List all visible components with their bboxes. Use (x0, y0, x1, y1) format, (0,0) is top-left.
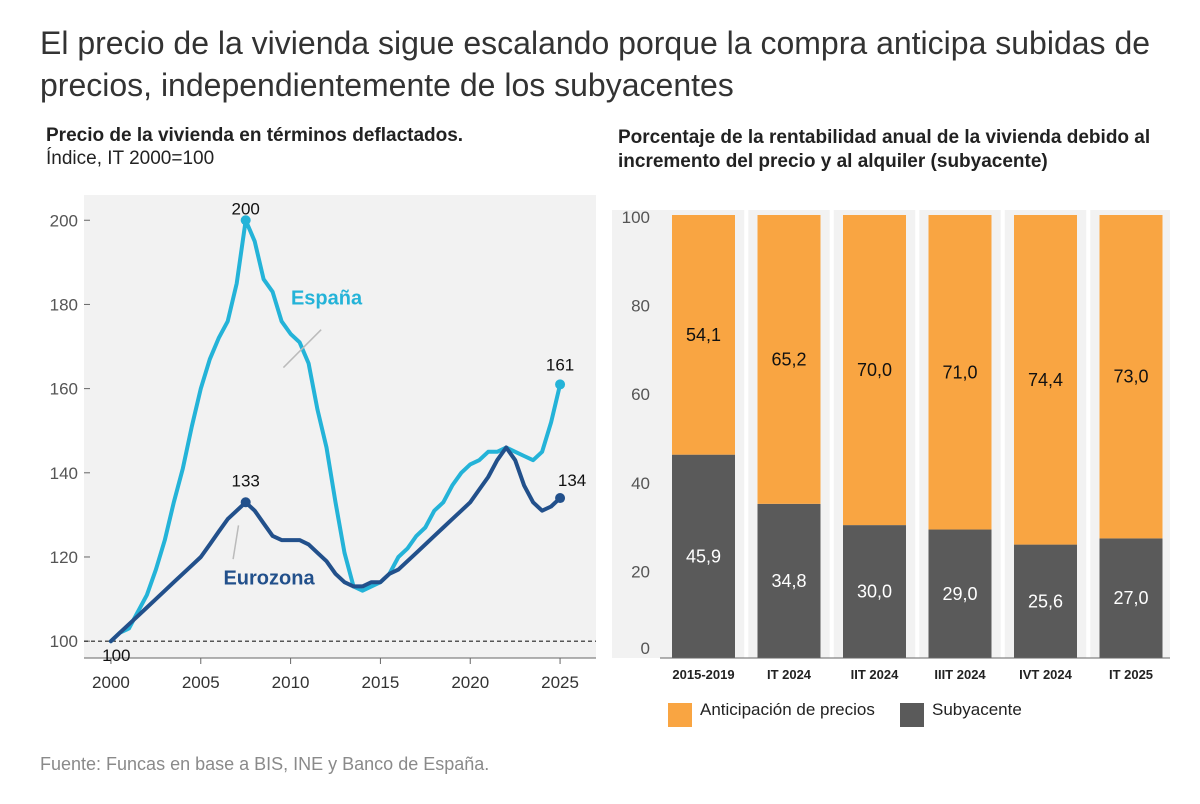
x-tick-label-2005: 2005 (182, 673, 220, 692)
bar-label-subyacente-1: 34,8 (771, 571, 806, 591)
bar-y-tick-label-80: 80 (631, 297, 650, 316)
bar-label-anticipacion-3: 71,0 (942, 362, 977, 382)
y-tick-label-120: 120 (50, 548, 78, 567)
y-tick-label-100: 100 (50, 632, 78, 651)
series-line-espana (108, 218, 563, 644)
legend-label-subyacente: Subyacente (932, 700, 1022, 719)
left-chart-subtitle: Índice, IT 2000=100 (46, 148, 215, 169)
bar-label-anticipacion-2: 70,0 (857, 360, 892, 380)
bar-label-subyacente-2: 30,0 (857, 582, 892, 602)
bar-category-label-1: IT 2024 (767, 667, 812, 682)
right-chart-title: Porcentaje de la rentabilidad anual de l… (618, 127, 1151, 172)
bar-category-label-5: IT 2025 (1109, 667, 1153, 682)
data-label-eurozona-end: 134 (558, 471, 586, 490)
bar-label-anticipacion-4: 74,4 (1028, 370, 1063, 390)
series-label-espana: España (291, 287, 363, 309)
series-line-eurozona (108, 445, 563, 644)
x-tick-label-2010: 2010 (272, 673, 310, 692)
left-plot-area (84, 195, 596, 658)
y-tick-label-160: 160 (50, 380, 78, 399)
data-label-espana-peak: 200 (231, 199, 259, 218)
y-tick-label-200: 200 (50, 211, 78, 230)
point-eurozona-peak (240, 497, 251, 508)
bar-label-anticipacion-5: 73,0 (1113, 367, 1148, 387)
x-tick-label-2020: 2020 (451, 673, 489, 692)
bar-y-tick-label-20: 20 (631, 562, 650, 581)
data-label-espana-end: 161 (546, 355, 574, 374)
legend-swatch-anticipacion (668, 703, 692, 727)
bar-category-label-0: 2015-2019 (672, 667, 734, 682)
source-note: Fuente: Funcas en base a BIS, INE y Banc… (40, 754, 490, 774)
bar-subyacente-4 (1014, 544, 1077, 658)
bar-anticipacion-2 (843, 215, 906, 526)
bar-anticipacion-5 (1099, 215, 1163, 539)
bar-label-subyacente-0: 45,9 (686, 546, 721, 566)
bar-y-tick-label-40: 40 (631, 474, 650, 493)
x-tick-label-2025: 2025 (541, 673, 579, 692)
x-tick-label-2000: 2000 (92, 673, 130, 692)
bar-anticipacion-1 (757, 215, 821, 504)
point-eurozona-end (555, 493, 566, 504)
legend-label-anticipacion: Anticipación de precios (700, 700, 875, 719)
bar-category-label-3: IIIT 2024 (934, 667, 986, 682)
y-tick-label-140: 140 (50, 464, 78, 483)
bar-y-tick-label-60: 60 (631, 385, 650, 404)
series-label-eurozona: Eurozona (223, 567, 315, 589)
bar-subyacente-1 (757, 503, 821, 658)
bar-y-tick-label-100: 100 (622, 208, 650, 227)
bar-y-tick-label-0: 0 (641, 639, 650, 658)
leader-line-espana (282, 329, 322, 369)
legend-swatch-subyacente (900, 703, 924, 727)
bar-category-label-4: IVT 2024 (1019, 667, 1073, 682)
bar-label-anticipacion-0: 54,1 (686, 325, 721, 345)
point-espana-end (555, 379, 566, 390)
point-espana-peak (240, 215, 251, 226)
leader-line-eurozona (232, 525, 240, 560)
bar-label-subyacente-3: 29,0 (942, 584, 977, 604)
bar-subyacente-0 (672, 454, 735, 658)
data-label-base: 100 (102, 646, 130, 665)
bar-anticipacion-3 (928, 215, 992, 530)
bar-label-subyacente-5: 27,0 (1113, 588, 1148, 608)
bar-category-label-2: IIT 2024 (851, 667, 899, 682)
bar-anticipacion-0 (672, 215, 735, 455)
y-tick-label-180: 180 (50, 295, 78, 314)
left-chart-heading: Precio de la vivienda en términos deflac… (46, 124, 463, 170)
page-title: El precio de la vivienda sigue escalando… (40, 25, 1151, 103)
bar-label-anticipacion-1: 65,2 (771, 349, 806, 369)
left-chart-title: Precio de la vivienda en términos deflac… (46, 125, 464, 146)
data-label-eurozona-peak: 133 (231, 471, 259, 490)
bar-subyacente-3 (928, 529, 992, 658)
x-tick-label-2015: 2015 (362, 673, 400, 692)
bar-subyacente-5 (1099, 538, 1163, 658)
bar-label-subyacente-4: 25,6 (1028, 591, 1063, 611)
bar-subyacente-2 (843, 525, 906, 658)
bar-anticipacion-4 (1014, 215, 1077, 545)
